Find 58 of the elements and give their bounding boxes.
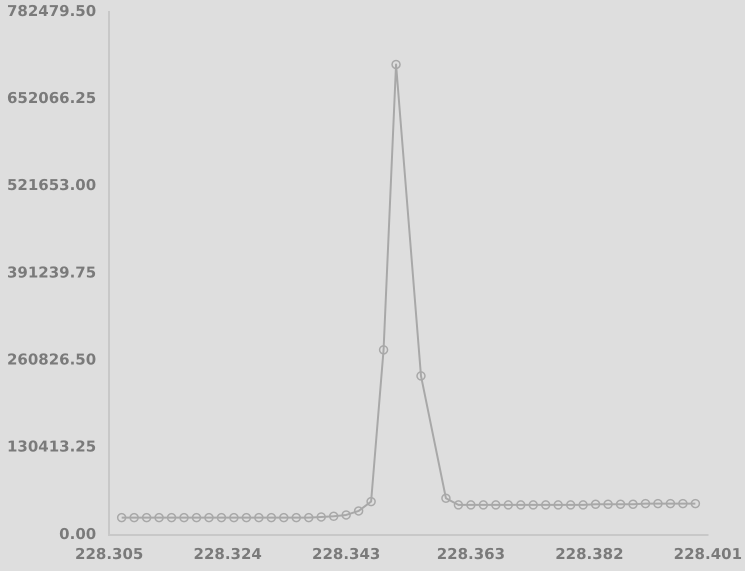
point (516, 500, 526, 510)
point (154, 512, 164, 522)
point (366, 496, 376, 506)
point (254, 512, 264, 522)
point (216, 512, 226, 522)
point (491, 500, 501, 510)
point (540, 500, 550, 510)
x-tick-label: 228.305 (75, 544, 144, 563)
point (328, 512, 338, 522)
x-tick-label: 228.324 (194, 544, 262, 563)
point (553, 500, 563, 510)
x-tick-label: 228.382 (555, 544, 624, 563)
point (454, 500, 464, 510)
point (279, 512, 289, 522)
point (378, 345, 388, 355)
point (341, 510, 351, 520)
point (441, 493, 451, 503)
point (229, 512, 239, 522)
point (590, 500, 600, 510)
point (640, 498, 650, 508)
point (142, 512, 152, 522)
point (678, 498, 688, 508)
point (416, 371, 426, 381)
y-tick-label: 652066.25 (6, 89, 96, 108)
point (354, 506, 364, 516)
point (304, 512, 314, 522)
point (116, 512, 126, 522)
point (578, 500, 588, 510)
point (616, 500, 626, 510)
point (566, 500, 576, 510)
y-tick-label: 130413.25 (6, 438, 96, 456)
point (316, 512, 326, 522)
y-tick-label: 0.00 (59, 524, 96, 543)
point (192, 512, 202, 522)
x-tick-label: 228.343 (312, 544, 380, 563)
y-tick-label: 260826.50 (6, 350, 96, 369)
point (504, 500, 514, 510)
point (653, 498, 663, 508)
point (528, 500, 538, 510)
point (292, 512, 302, 522)
point (204, 512, 214, 522)
point (129, 512, 139, 522)
point (628, 500, 638, 510)
point (242, 512, 252, 522)
point (391, 60, 401, 70)
point (690, 498, 700, 508)
point (179, 512, 189, 522)
y-tick-label: 782479.50 (6, 2, 96, 20)
x-tick-label: 228.401 (674, 544, 742, 563)
point (666, 498, 676, 508)
y-tick-label: 391239.75 (6, 263, 96, 282)
y-tick-label: 521653.00 (6, 176, 96, 194)
point (478, 500, 488, 510)
point (166, 512, 176, 522)
x-tick-label: 228.363 (436, 544, 506, 563)
point (603, 500, 613, 510)
point (466, 500, 476, 510)
point (266, 512, 276, 522)
